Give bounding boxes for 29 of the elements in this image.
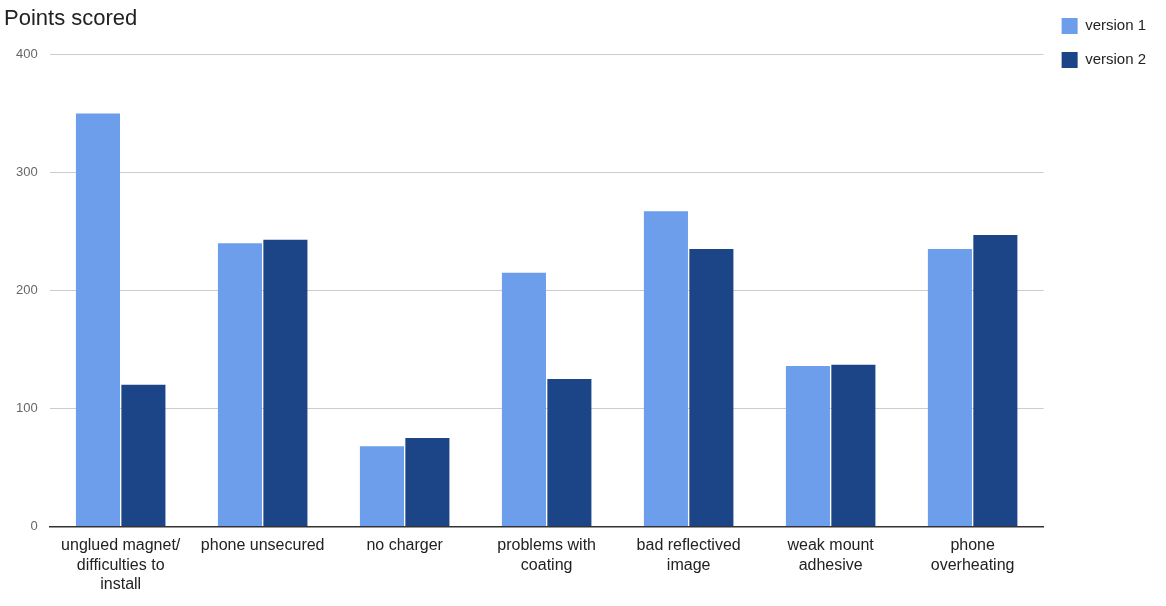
x-tick-label: unglued magnet/ difficulties to install xyxy=(61,536,181,592)
bar xyxy=(75,113,121,526)
x-tick-label: phone unsecured xyxy=(200,536,325,554)
y-tick-label: 300 xyxy=(15,163,38,179)
x-tick-label: no charger xyxy=(366,536,444,554)
chart-title: Points scored xyxy=(4,5,138,31)
x-tick-label: weak mount adhesive xyxy=(786,536,875,573)
x-tick-label: phone overheating xyxy=(930,536,1015,573)
bar xyxy=(405,437,450,526)
bar xyxy=(643,211,688,526)
y-tick-label: 0 xyxy=(30,517,38,533)
y-tick-label: 100 xyxy=(15,399,38,415)
bar xyxy=(501,272,546,526)
x-tick-label: problems with coating xyxy=(497,536,597,573)
bar xyxy=(785,365,830,526)
legend-label: version 1 xyxy=(1085,16,1147,34)
bar xyxy=(927,249,972,526)
bar xyxy=(359,446,404,526)
y-tick-label: 200 xyxy=(15,281,38,297)
x-tick-label: bad reflectived image xyxy=(636,536,741,573)
bar xyxy=(263,239,308,526)
bar xyxy=(217,243,262,526)
y-tick-label: 400 xyxy=(15,45,38,61)
legend-label: version 2 xyxy=(1085,50,1147,68)
bar xyxy=(973,234,1018,526)
bar xyxy=(547,378,592,526)
bar xyxy=(831,364,876,526)
bar xyxy=(121,384,166,526)
bar xyxy=(689,249,734,526)
